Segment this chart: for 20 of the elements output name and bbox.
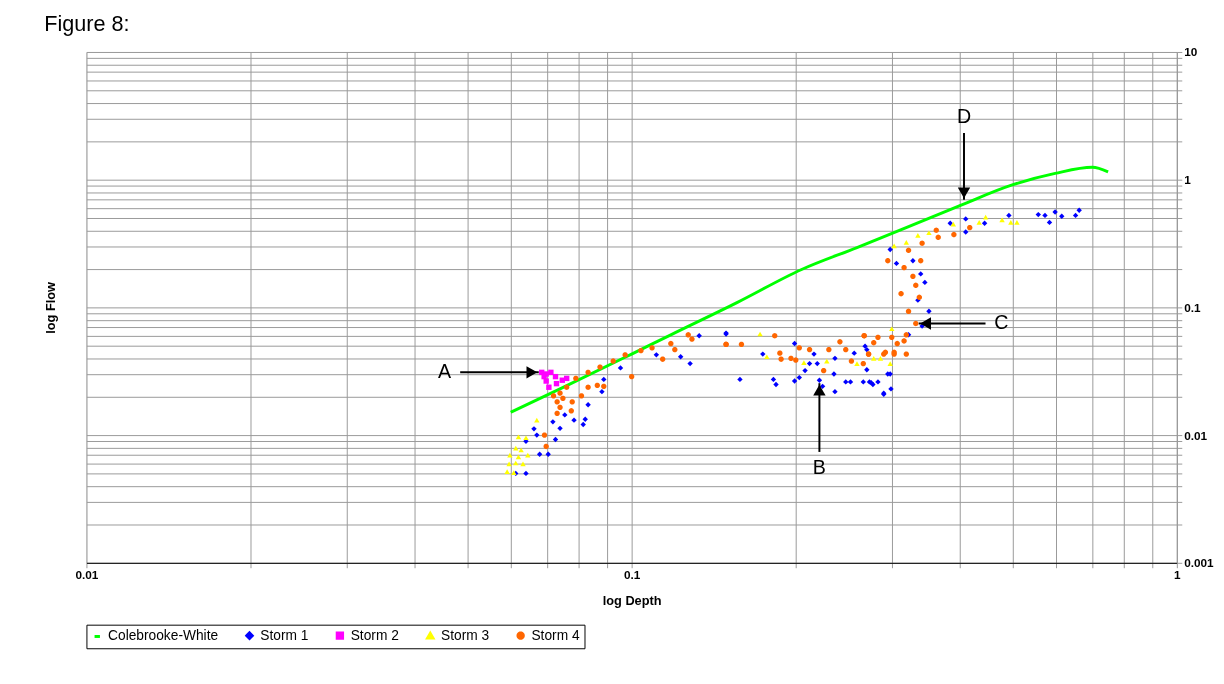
legend-label: Storm 3 — [441, 627, 490, 643]
legend-label: Storm 2 — [350, 627, 399, 643]
y-tick-label: 0.1 — [1184, 300, 1202, 314]
y-tick-label: 0.001 — [1184, 556, 1215, 570]
annotation: C — [994, 311, 1009, 334]
legend-label: Colebrooke-White — [108, 628, 219, 644]
x-tick-label: 0.01 — [75, 568, 99, 582]
x-tick-label: 0.1 — [623, 568, 641, 582]
annotation: D — [956, 105, 972, 128]
chart-title: Figure 8: — [44, 11, 130, 37]
y-axis-title: log Flow — [42, 281, 58, 334]
y-tick-label: 0.01 — [1184, 428, 1208, 442]
legend-label: Storm 1 — [260, 627, 309, 643]
annotation: B — [812, 455, 826, 478]
y-tick-label: 10 — [1184, 45, 1198, 59]
y-tick-label: 1 — [1184, 173, 1192, 187]
annotation: A — [437, 360, 452, 383]
x-axis-title: log Depth — [602, 592, 662, 608]
x-tick-label: 1 — [1174, 568, 1182, 582]
legend-label: Storm 4 — [531, 627, 580, 643]
